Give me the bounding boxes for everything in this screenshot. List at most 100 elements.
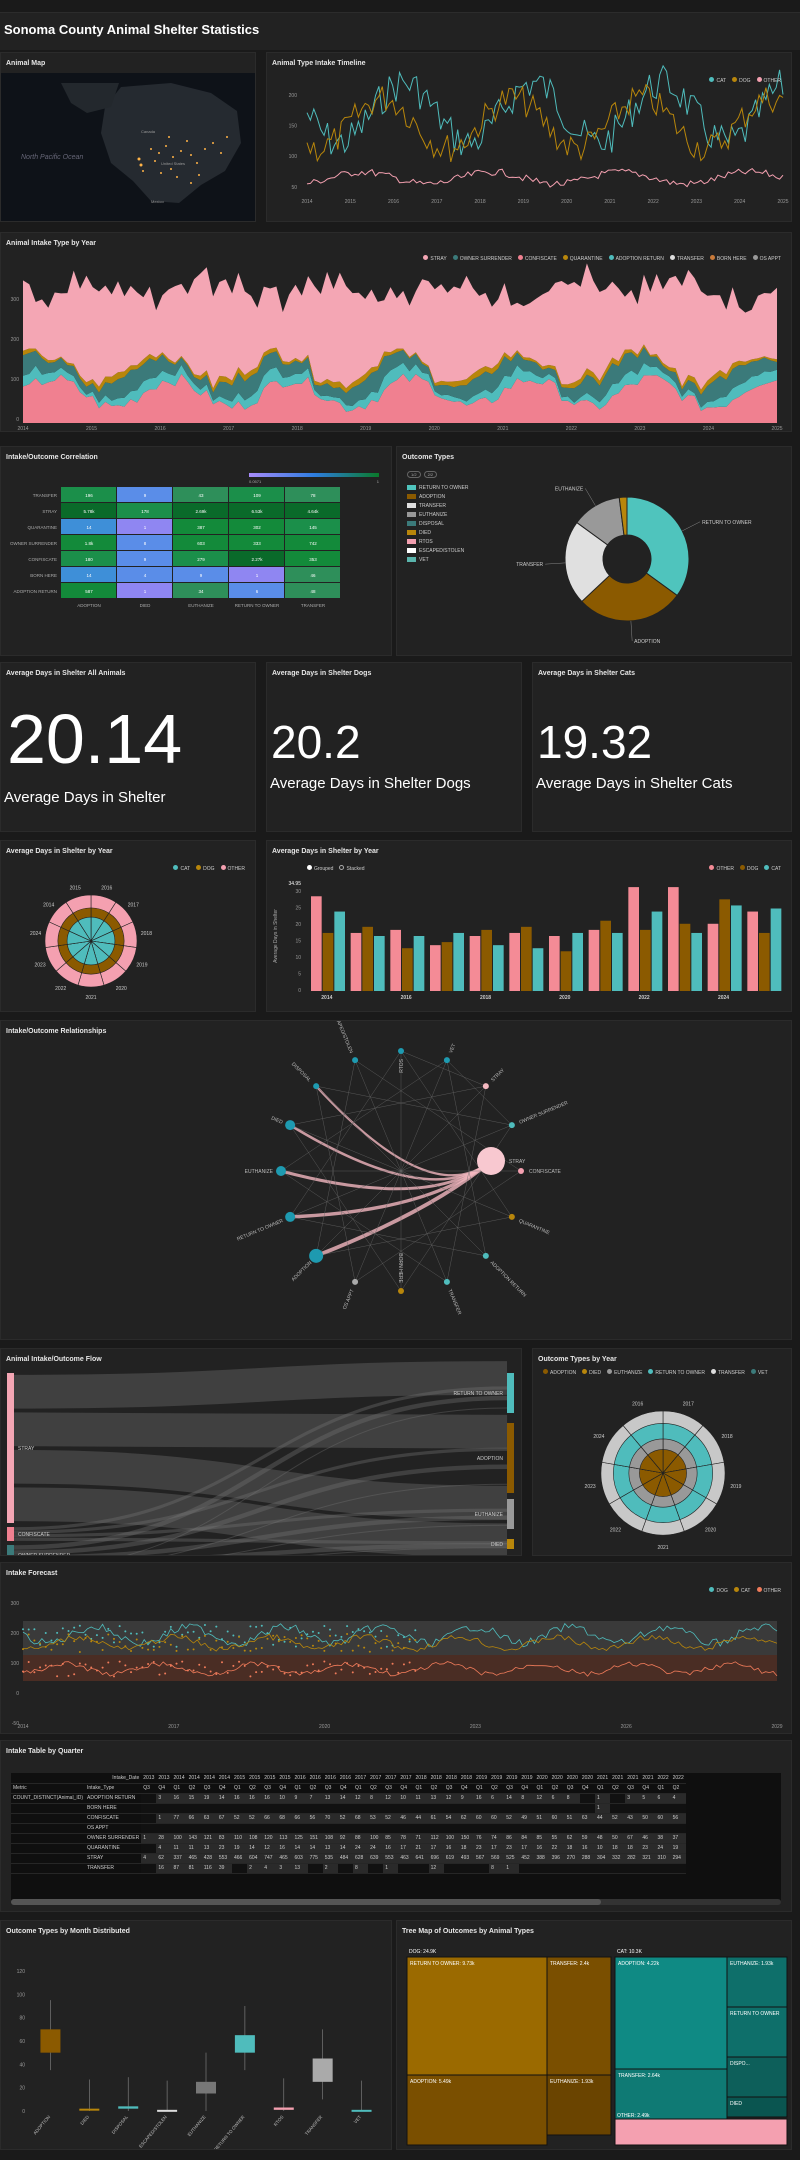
avg-year-bar-chart[interactable]: Average Days in Shelter 34.95 30 25 20 15 10 5 0…: [267, 841, 792, 1012]
timeline-legend[interactable]: CAT DOG OTHER: [709, 77, 781, 84]
area-layer: [23, 344, 777, 395]
value-cell: 535: [322, 1853, 338, 1864]
flow-link: [13, 1447, 508, 1534]
radial-legend[interactable]: CAT DOG OTHER: [173, 865, 245, 872]
type-cell: CONFISCATE: [85, 1813, 142, 1824]
quarter-header: Q1: [353, 1783, 369, 1794]
quarter-header: Q4: [519, 1783, 535, 1794]
row-label: TRANSFER: [33, 493, 58, 498]
y-tick: 200: [289, 93, 298, 99]
year-label: 2016: [101, 885, 112, 891]
outcome-year-radial[interactable]: 2017 2018 2019 2020 2021 2022 2023 2024 2016: [533, 1349, 792, 1556]
value-cell: 24: [655, 1843, 671, 1854]
quarter-header: Q1: [474, 1783, 490, 1794]
bar-legend[interactable]: OTHER DOG CAT: [709, 865, 781, 872]
value-cell: [610, 1793, 626, 1804]
observed-point: [44, 1645, 47, 1648]
value-cell: 108: [247, 1833, 263, 1844]
observed-point: [249, 1675, 252, 1678]
value-cell: 321: [640, 1853, 656, 1864]
y-tick: 0: [298, 988, 301, 994]
value-cell: [625, 1803, 641, 1814]
value-cell: 53: [368, 1813, 384, 1824]
pivot-table[interactable]: Intake_Date 2013 2013 2014 2014 2014 2014 2015 2…: [11, 1773, 781, 1903]
value-cell: [534, 1823, 550, 1834]
cell-value: 333: [253, 541, 261, 546]
bar: [311, 896, 322, 991]
value-cell: 81: [186, 1863, 202, 1874]
metric-cell: [11, 1843, 86, 1854]
observed-point: [84, 1633, 87, 1636]
value-cell: 396: [549, 1853, 565, 1864]
year-header: 2013: [156, 1773, 172, 1784]
observed-point: [340, 1649, 343, 1652]
forecast-legend[interactable]: DOG CAT OTHER: [709, 1587, 781, 1594]
bar: [759, 932, 770, 991]
relation-edge: [446, 1059, 513, 1126]
panel-title: Intake/Outcome Correlation: [6, 454, 98, 461]
heatmap-cell: [229, 535, 284, 550]
legend-item: STRAY: [423, 255, 447, 262]
bar-mode-toggle[interactable]: Grouped Stacked: [307, 865, 365, 872]
heatmap-cell: [285, 487, 340, 502]
timeline-chart[interactable]: 200 150 100 50 2014 2015 2016 2017 2018 2019 2020 2…: [267, 53, 792, 222]
box: [196, 2081, 216, 2094]
value-cell: 60: [549, 1813, 565, 1824]
outcome-year-legend[interactable]: ADOPTION DIED EUTHANIZE RETURN TO OWNER TRAN…: [543, 1369, 783, 1376]
quarter-header: Q4: [156, 1783, 172, 1794]
outcome-types-legend[interactable]: RETURN TO OWNER ADOPTION TRANSFER EUTHANIZE…: [407, 483, 469, 564]
avg-year-radial-chart[interactable]: 2016 2017 2018 2019 2020 2021 2022 2023 2024 2014…: [1, 841, 256, 1012]
value-cell: [428, 1803, 444, 1814]
intake-year-legend[interactable]: STRAY OWNER SURRENDER CONFISCATE QUARANTINE…: [423, 255, 781, 262]
flow-panel: Animal Intake/Outcome Flow STRAY CONFISCA…: [0, 1348, 522, 1556]
cell-value: 109: [253, 493, 261, 498]
table-scrollbar[interactable]: [11, 1899, 781, 1905]
year-label: 2021: [85, 995, 96, 1001]
observed-point: [300, 1671, 303, 1674]
relationships-graph[interactable]: STRAY OWNER SURRENDER CONFISCATE QUARANTINE…: [1, 1021, 792, 1340]
observed-point: [169, 1664, 172, 1667]
x-tick: 2022: [648, 199, 659, 205]
observed-point: [175, 1662, 178, 1665]
x-tick: 2025: [777, 199, 788, 205]
year-header: 2016: [292, 1773, 308, 1784]
area-layer: [23, 347, 777, 408]
observed-point: [408, 1640, 411, 1643]
bar: [374, 936, 385, 991]
value-cell: 116: [201, 1863, 217, 1874]
value-cell: [262, 1823, 278, 1834]
x-tick: 2021: [604, 199, 615, 205]
heatmap-cell: [61, 567, 116, 582]
intake-year-chart[interactable]: 300 200 100 0 2014 2015 2016 2017 2018 2019 2020 20…: [1, 233, 792, 432]
value-cell: 463: [398, 1853, 414, 1864]
value-cell: [640, 1803, 656, 1814]
value-cell: 12: [383, 1793, 399, 1804]
value-cell: [504, 1803, 520, 1814]
boxplot-chart[interactable]: 120 100 80 60 40 20 0 ADOPTION DIED DISPOSAL ESCAP…: [1, 1921, 392, 2150]
scroll-thumb[interactable]: [11, 1899, 601, 1905]
map-canvas[interactable]: North Pacific Ocean Canada United States…: [1, 53, 256, 222]
kpi-dogs-panel: Average Days in Shelter Dogs 20.2 Averag…: [266, 662, 522, 832]
value-cell: [428, 1823, 444, 1834]
legend-item: RETURN TO OWNER: [407, 483, 469, 492]
relation-edge: [315, 1060, 356, 1256]
observed-point: [283, 1672, 286, 1675]
year-header: 2016: [337, 1773, 353, 1784]
year-label: 2018: [722, 1434, 733, 1440]
value-cell: 619: [443, 1853, 459, 1864]
treemap-chart[interactable]: RETURN TO OWNER: 9.73k TRANSFER: 2.4k ADOP…: [397, 1921, 792, 2150]
year-header: 2020: [564, 1773, 580, 1784]
legend-page-button[interactable]: 1/2: [407, 471, 421, 478]
value-cell: 11: [186, 1843, 202, 1854]
observed-point: [323, 1624, 326, 1627]
heatmap-cell: [229, 551, 284, 566]
legend-item: OS APPT: [752, 255, 781, 262]
value-cell: 150: [458, 1833, 474, 1844]
value-cell: 3: [277, 1863, 293, 1874]
heatmap-cell: [61, 583, 116, 598]
legend-page-button[interactable]: 2/2: [423, 471, 438, 478]
